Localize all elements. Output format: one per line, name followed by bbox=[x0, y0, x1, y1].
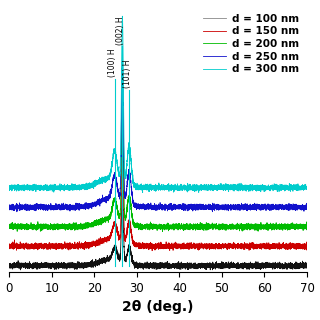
d = 300 nm bbox=[152, 187, 156, 191]
d = 250 nm bbox=[305, 207, 309, 211]
d = 200 nm bbox=[121, 102, 124, 106]
d = 250 nm bbox=[120, 92, 124, 96]
d = 150 nm bbox=[121, 144, 124, 148]
d = 250 nm bbox=[126, 177, 130, 180]
Line: d = 300 nm: d = 300 nm bbox=[9, 16, 307, 193]
d = 200 nm bbox=[126, 201, 130, 205]
d = 200 nm bbox=[7, 226, 11, 230]
Line: d = 250 nm: d = 250 nm bbox=[9, 60, 307, 212]
d = 250 nm bbox=[7, 207, 11, 211]
Text: (002) H: (002) H bbox=[116, 16, 125, 44]
Text: (100) H: (100) H bbox=[108, 48, 117, 77]
d = 300 nm bbox=[126, 153, 130, 156]
d = 150 nm bbox=[7, 246, 11, 250]
d = 250 nm bbox=[121, 59, 124, 62]
d = 100 nm bbox=[126, 250, 130, 254]
d = 300 nm bbox=[85, 183, 89, 187]
d = 150 nm bbox=[209, 246, 213, 250]
d = 200 nm bbox=[209, 225, 213, 229]
Line: d = 200 nm: d = 200 nm bbox=[9, 104, 307, 231]
d = 300 nm bbox=[120, 60, 124, 64]
d = 150 nm bbox=[23, 244, 27, 248]
d = 100 nm bbox=[120, 190, 124, 194]
d = 300 nm bbox=[7, 185, 11, 188]
d = 150 nm bbox=[150, 249, 154, 252]
d = 250 nm bbox=[85, 205, 89, 209]
d = 200 nm bbox=[23, 225, 27, 228]
d = 200 nm bbox=[161, 229, 164, 233]
Line: d = 150 nm: d = 150 nm bbox=[9, 146, 307, 251]
d = 100 nm bbox=[120, 209, 124, 212]
d = 150 nm bbox=[152, 246, 156, 250]
d = 250 nm bbox=[15, 210, 19, 214]
d = 100 nm bbox=[85, 264, 89, 268]
d = 250 nm bbox=[152, 207, 156, 211]
d = 300 nm bbox=[141, 191, 145, 195]
d = 300 nm bbox=[23, 186, 27, 189]
Legend: d = 100 nm, d = 150 nm, d = 200 nm, d = 250 nm, d = 300 nm: d = 100 nm, d = 150 nm, d = 200 nm, d = … bbox=[200, 11, 302, 77]
d = 150 nm bbox=[305, 240, 309, 244]
d = 100 nm bbox=[7, 263, 11, 267]
d = 200 nm bbox=[152, 225, 156, 229]
d = 250 nm bbox=[23, 207, 27, 211]
d = 100 nm bbox=[209, 264, 213, 268]
d = 100 nm bbox=[23, 264, 27, 268]
d = 150 nm bbox=[85, 242, 89, 246]
d = 100 nm bbox=[19, 268, 22, 272]
d = 200 nm bbox=[120, 133, 124, 137]
d = 200 nm bbox=[85, 221, 89, 225]
d = 200 nm bbox=[305, 226, 309, 229]
d = 300 nm bbox=[305, 185, 309, 189]
d = 300 nm bbox=[209, 186, 213, 190]
d = 250 nm bbox=[209, 204, 213, 208]
Text: (101) H: (101) H bbox=[123, 60, 132, 88]
d = 100 nm bbox=[152, 265, 156, 268]
d = 150 nm bbox=[120, 173, 124, 177]
d = 300 nm bbox=[120, 14, 124, 18]
X-axis label: 2θ (deg.): 2θ (deg.) bbox=[122, 300, 194, 315]
d = 100 nm bbox=[305, 263, 309, 267]
Line: d = 100 nm: d = 100 nm bbox=[9, 192, 307, 270]
d = 150 nm bbox=[126, 225, 130, 229]
